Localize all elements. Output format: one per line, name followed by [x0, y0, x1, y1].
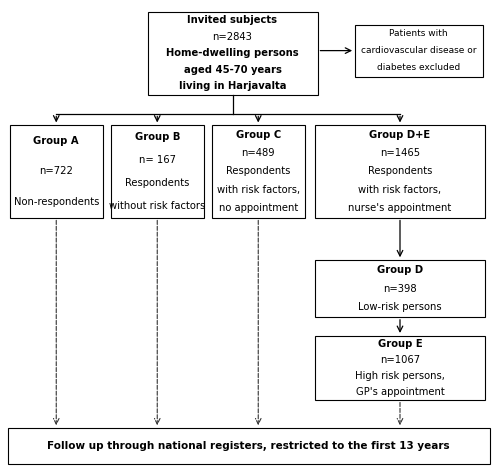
Text: n=489: n=489	[242, 148, 275, 158]
Text: Group D: Group D	[377, 264, 423, 275]
Text: cardiovascular disease or: cardiovascular disease or	[361, 46, 476, 55]
Text: n=2843: n=2843	[212, 32, 252, 42]
Text: aged 45-70 years: aged 45-70 years	[184, 65, 282, 75]
Text: n=1465: n=1465	[380, 148, 420, 158]
Text: Invited subjects: Invited subjects	[188, 15, 278, 25]
Text: Group D+E: Group D+E	[370, 130, 430, 140]
Text: n= 167: n= 167	[139, 155, 176, 165]
FancyBboxPatch shape	[10, 125, 102, 218]
FancyBboxPatch shape	[148, 12, 318, 95]
Text: Group B: Group B	[134, 132, 180, 142]
Text: Low-risk persons: Low-risk persons	[358, 302, 442, 313]
Text: living in Harjavalta: living in Harjavalta	[178, 81, 286, 91]
FancyBboxPatch shape	[111, 125, 204, 218]
Text: Group A: Group A	[34, 136, 79, 146]
Text: with risk factors,: with risk factors,	[358, 185, 442, 195]
FancyBboxPatch shape	[315, 125, 485, 218]
Text: Respondents: Respondents	[368, 166, 432, 176]
FancyBboxPatch shape	[212, 125, 304, 218]
Text: Respondents: Respondents	[125, 178, 190, 188]
Text: Group E: Group E	[378, 339, 422, 349]
Text: Follow up through national registers, restricted to the first 13 years: Follow up through national registers, re…	[48, 441, 450, 451]
FancyBboxPatch shape	[8, 428, 490, 464]
Text: nurse's appointment: nurse's appointment	[348, 203, 452, 213]
Text: High risk persons,: High risk persons,	[355, 371, 445, 381]
FancyBboxPatch shape	[315, 336, 485, 400]
FancyBboxPatch shape	[315, 260, 485, 317]
FancyBboxPatch shape	[355, 25, 482, 77]
Text: GP's appointment: GP's appointment	[356, 387, 444, 397]
Text: without risk factors: without risk factors	[109, 201, 206, 211]
Text: Patients with: Patients with	[390, 29, 448, 38]
Text: n=1067: n=1067	[380, 355, 420, 365]
Text: Respondents: Respondents	[226, 166, 290, 176]
Text: diabetes excluded: diabetes excluded	[377, 63, 460, 72]
Text: Group C: Group C	[236, 130, 281, 140]
Text: no appointment: no appointment	[218, 203, 298, 213]
Text: n=722: n=722	[40, 166, 73, 176]
Text: with risk factors,: with risk factors,	[216, 185, 300, 195]
Text: Non-respondents: Non-respondents	[14, 197, 99, 207]
Text: n=398: n=398	[383, 283, 417, 294]
Text: Home-dwelling persons: Home-dwelling persons	[166, 48, 299, 58]
